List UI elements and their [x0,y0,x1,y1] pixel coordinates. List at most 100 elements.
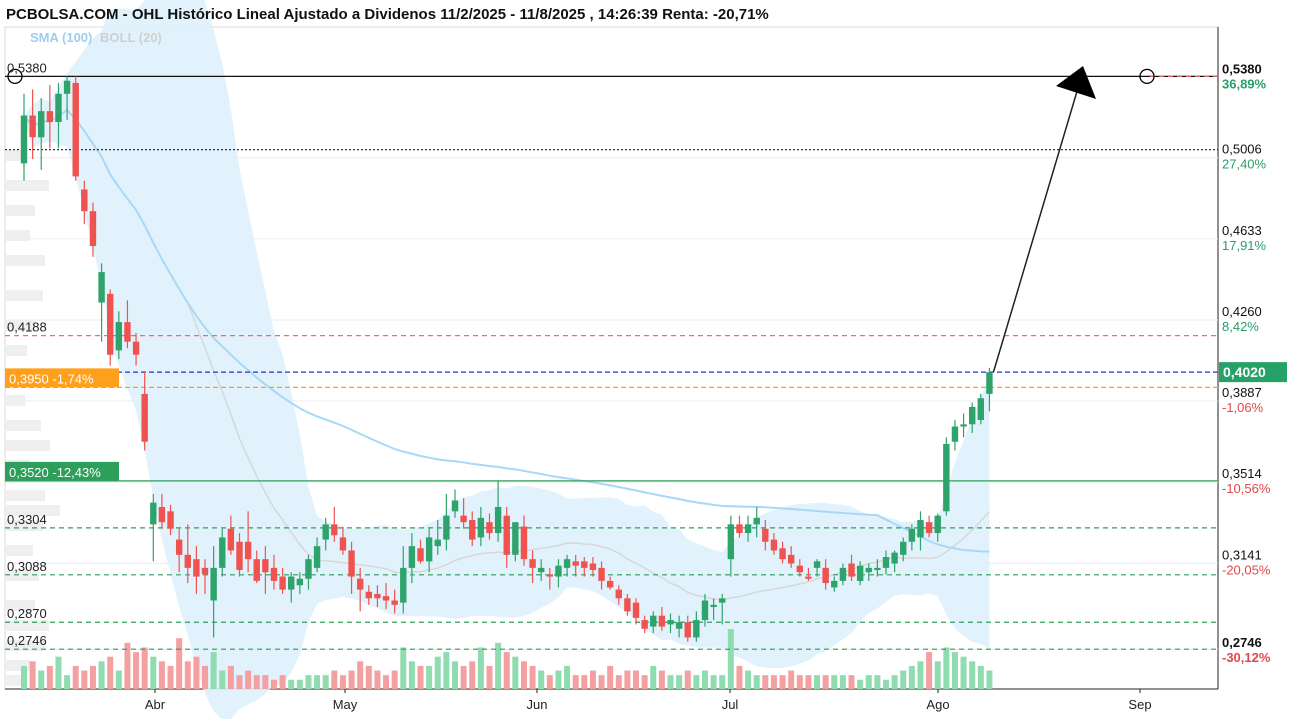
anchor-circle [7,68,23,85]
candle-body [512,522,519,555]
candle-body [753,517,760,525]
candle-body [55,93,62,123]
volume-bar [408,661,415,689]
candle-body [322,524,329,540]
candle-body [710,604,717,608]
volume-bar [477,647,484,689]
candle-body [296,578,304,586]
candle-body [632,602,640,618]
y-tick-pct: 8,42% [1222,319,1259,334]
candle-body [555,565,562,577]
volume-profile-bar [5,505,60,516]
candle-body [925,522,933,534]
volume-bar [986,670,993,689]
candle-body [443,515,450,540]
volume-bar [831,675,838,689]
candle-body [719,598,726,603]
candle-body [667,620,674,625]
volume-bar [684,670,691,689]
candle-body [813,561,821,568]
y-tick-label: 0,3887 [1222,385,1262,400]
volume-bar [727,629,734,689]
volume-profile-bar [5,570,39,581]
candle-body [589,563,597,571]
candle-body [538,567,545,573]
volume-bar [770,675,777,689]
volume-bar [322,675,329,689]
current-price-box [1219,362,1287,383]
volume-bar [133,652,140,689]
volume-profile-bar [5,620,49,631]
volume-profile-bar [5,660,30,671]
candle-body [693,620,700,638]
candle-body [400,567,407,603]
volume-bar [624,670,631,689]
volume-profile-bar [5,600,35,611]
candle-body [606,580,614,588]
volume-bar [434,656,441,689]
candle-body [279,576,286,590]
volume-bar [262,675,269,689]
volume-bar [520,661,527,689]
candle-body [865,567,872,573]
candle-body [762,528,769,542]
candle-body [331,524,338,536]
candle-body [20,115,28,164]
volume-bar [417,665,424,689]
candle-body [29,115,36,138]
volume-bar [977,665,984,689]
candle-body [81,189,88,212]
candle-body [624,598,631,612]
volume-profile-bar [5,205,35,216]
candle-body [529,559,536,568]
volume-profile-bar [5,440,50,451]
candle-body [46,111,54,123]
volume-bar [288,679,295,689]
volume-bar [115,670,122,689]
volume-bar [426,665,433,689]
volume-profile-bar [5,640,45,651]
candle-body [262,559,269,573]
volume-bar [55,656,62,689]
volume-bar [486,665,493,689]
volume-bar [710,675,717,689]
candle-body [150,502,157,525]
volume-bar [667,675,674,689]
candle-body [744,524,752,534]
candle-body [434,539,441,547]
volume-bar [331,670,338,689]
candle-body [305,559,312,579]
candle-body [38,111,45,138]
volume-bar [495,642,502,689]
candle-body [675,622,683,629]
volume-profile-bar [5,395,25,406]
candle-body [356,578,364,590]
candle-body [736,524,743,534]
level-label: 0,3950 -1,74% [9,371,94,386]
volume-bar [512,656,519,689]
volume-profile-bar [5,520,43,531]
volume-profile-bar [5,320,35,331]
candle-body [520,526,528,560]
candle-body [270,567,278,581]
volume-bar [598,675,605,689]
volume-bar [900,670,907,689]
volume-profile-bar [5,230,30,241]
candle-body [236,541,243,571]
y-tick-label: 0,5380 [1222,61,1262,76]
candle-body [348,550,355,577]
candle-body [193,559,200,577]
volume-bar [572,675,579,689]
legend: SMA (100) BOLL (20) [30,30,162,45]
volume-bar [124,642,131,689]
candle-body [132,341,140,355]
level-label: 0,5380 [7,60,47,75]
volume-bar [21,665,27,689]
candle-body [684,622,691,638]
candle-body [658,615,666,627]
y-tick-pct: -1,06% [1222,400,1264,415]
level-label: 0,3088 [7,559,47,574]
volume-bar [693,675,700,689]
candle-body [641,620,648,629]
volume-bar [779,675,786,689]
